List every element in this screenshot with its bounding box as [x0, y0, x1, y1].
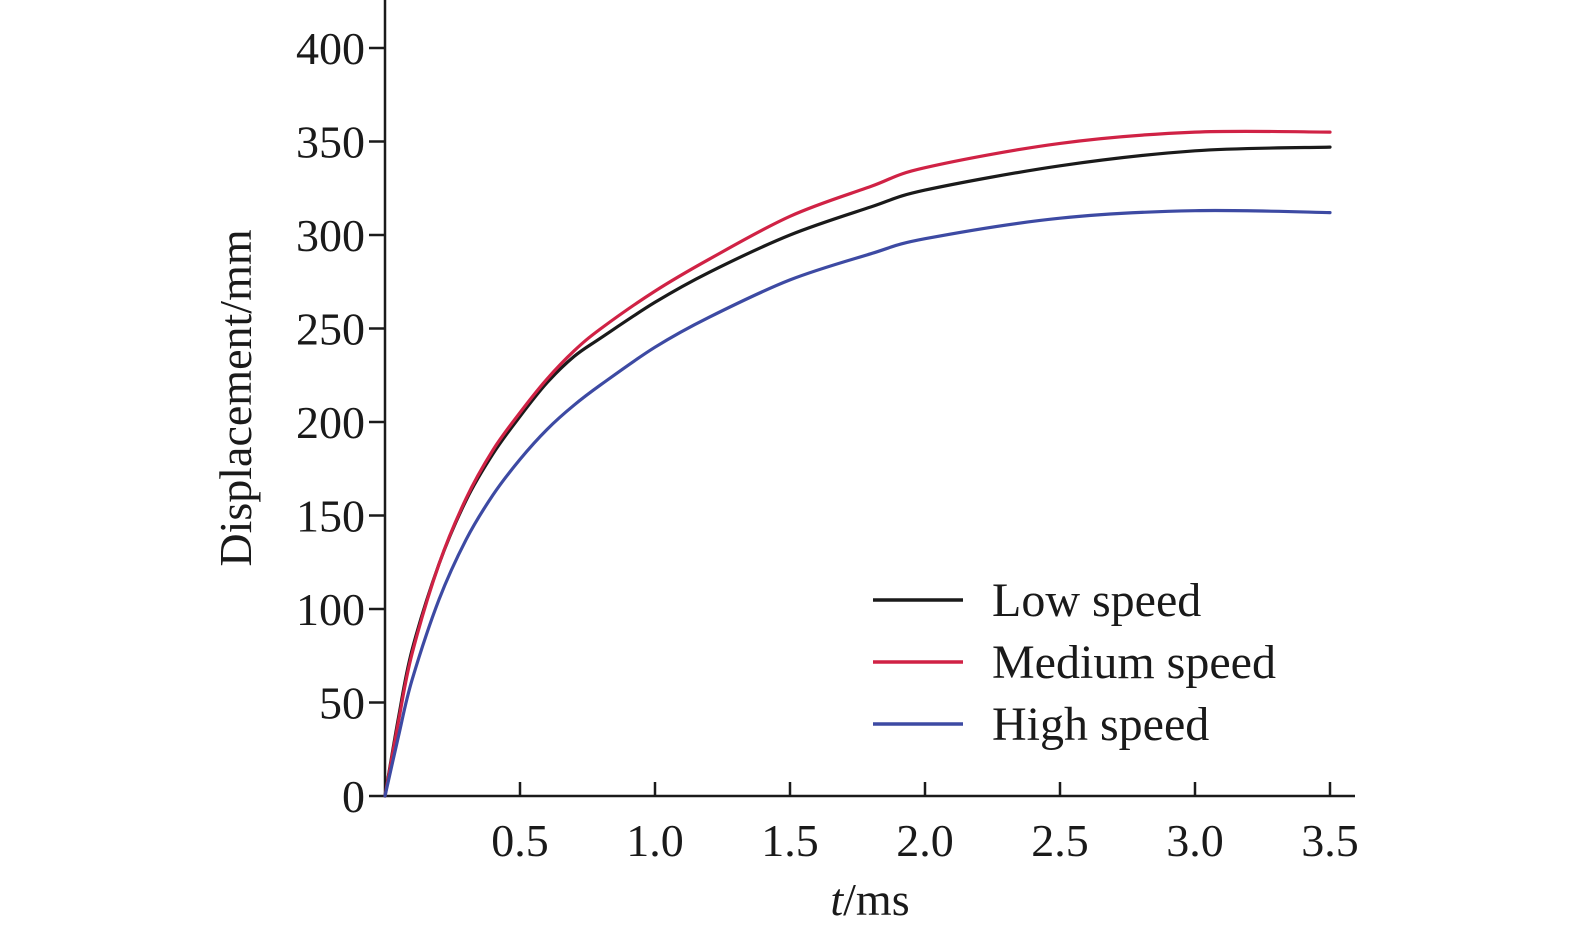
y-tick-label: 100	[296, 584, 365, 635]
legend-label-medium-speed: Medium speed	[992, 636, 1276, 689]
x-tick-label: 3.0	[1166, 815, 1224, 866]
y-tick-label: 50	[319, 678, 365, 729]
y-tick-label: 400	[296, 23, 365, 74]
x-tick-label: 2.5	[1031, 815, 1089, 866]
y-tick-label: 150	[296, 491, 365, 542]
x-tick-label: 2.0	[896, 815, 954, 866]
series-line-high-speed	[383, 208, 1332, 798]
y-tick-label: 200	[296, 397, 365, 448]
y-tick-label: 0	[342, 771, 365, 822]
x-tick-label: 1.5	[761, 815, 819, 866]
x-axis-title-variable: t	[830, 874, 844, 925]
legend-label-high-speed: High speed	[992, 698, 1209, 751]
x-tick-label: 3.5	[1301, 815, 1359, 866]
x-axis-title: t/ms	[830, 874, 909, 925]
y-axis-title: Displacement/mm	[210, 229, 261, 566]
y-axis-title-group: Displacement/mm	[210, 229, 261, 566]
axes: 0 50 100 150 200 250 300 350 400 0.5 1.0 1.5 2.0 2.5 3…	[296, 0, 1359, 866]
legend: Low speed Medium speed High speed	[873, 574, 1276, 751]
x-axis-title-unit: /ms	[843, 874, 909, 925]
x-tick-label: 0.5	[491, 815, 549, 866]
series-group	[383, 129, 1332, 798]
legend-label-low-speed: Low speed	[992, 574, 1201, 627]
y-tick-label: 350	[296, 117, 365, 168]
y-tick-label: 300	[296, 210, 365, 261]
x-tick-label: 1.0	[626, 815, 684, 866]
series-line-medium-speed	[383, 129, 1332, 798]
y-tick-label: 250	[296, 304, 365, 355]
